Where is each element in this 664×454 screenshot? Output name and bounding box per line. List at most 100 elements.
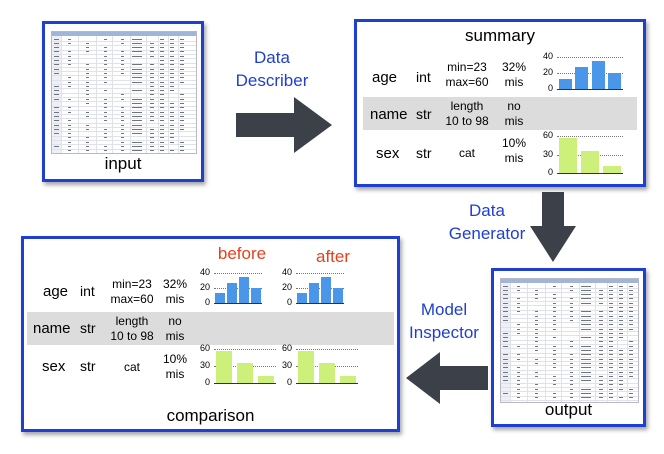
y-tick-label: 0 — [286, 297, 292, 307]
bar-2 — [236, 363, 254, 383]
bar-2 — [581, 151, 599, 173]
age-field-missing: 32% mis — [158, 277, 192, 307]
bar-1 — [215, 293, 225, 303]
output-box: output — [491, 268, 646, 427]
y-tick-label: 20 — [199, 282, 210, 292]
y-tick-label: 40 — [199, 267, 210, 277]
age-field-stats: min=23 max=60 — [439, 60, 495, 90]
name-length-label: length — [115, 314, 149, 328]
inspector-line-1: Model — [420, 300, 468, 319]
grid-line — [296, 349, 358, 350]
age-field-name: age — [43, 283, 69, 300]
describer-line-1: Data — [254, 48, 290, 67]
name-field-missing: no mis — [158, 314, 192, 344]
grid-line — [214, 288, 262, 289]
grid-line — [296, 273, 344, 274]
bar-1 — [297, 293, 307, 303]
model-inspector-label: Model Inspector — [392, 298, 496, 344]
sex-field-stats: cat — [123, 360, 140, 374]
bar-4 — [608, 73, 622, 89]
sex-missing-label: mis — [165, 367, 185, 381]
y-tick-label: 60 — [281, 343, 292, 353]
sex-field-missing: 10% mis — [497, 136, 531, 166]
age-missing-pct: 32% — [162, 277, 188, 291]
bar-3 — [591, 61, 605, 89]
y-tick-label: 30 — [542, 148, 553, 159]
output-label: output — [544, 400, 593, 419]
generator-line-2: Generator — [448, 224, 526, 243]
bar-3 — [321, 276, 331, 303]
name-row-band — [363, 97, 637, 130]
age-field-stats: min=23 max=60 — [104, 277, 160, 307]
grid-line — [296, 288, 344, 289]
summary-title: summary — [465, 26, 535, 45]
sex-field-name: sex — [376, 145, 400, 162]
grid-line — [214, 273, 262, 274]
y-tick-label: 0 — [547, 83, 553, 93]
name-length-range: 10 to 98 — [445, 114, 489, 128]
age-min: min=23 — [447, 60, 487, 74]
comparison-box: before after age int min=23 max=60 32% m… — [21, 236, 400, 432]
bar-4 — [333, 288, 343, 303]
comparison-label: comparison — [166, 406, 255, 425]
before-age-chart: 40 20 0 — [194, 267, 266, 307]
summary-box: summary age int min=23 max=60 32% mis na… — [354, 19, 646, 187]
bar-1 — [559, 138, 577, 173]
bar-3 — [257, 376, 274, 383]
y-tick-label: 0 — [547, 167, 553, 177]
name-field-stats: length 10 to 98 — [435, 99, 499, 129]
data-describer-label: Data Describer — [218, 46, 326, 92]
name-field-type: str — [416, 106, 432, 122]
name-missing-label: mis — [165, 329, 185, 343]
age-field-missing: 32% mis — [497, 60, 531, 90]
x-axis-line — [557, 173, 623, 174]
grid-line — [214, 349, 276, 350]
sex-missing-pct: 10% — [501, 136, 527, 150]
bar-3 — [339, 376, 356, 383]
age-min: min=23 — [112, 277, 152, 291]
sex-field-type: str — [416, 145, 432, 161]
sex-field-type: str — [80, 358, 96, 374]
bar-2 — [309, 282, 319, 303]
y-tick-label: 0 — [204, 377, 210, 387]
after-age-chart: 40 20 0 — [276, 267, 348, 307]
y-tick-label: 40 — [281, 267, 292, 277]
data-generator-label: Data Generator — [432, 199, 542, 245]
y-tick-label: 60 — [542, 130, 553, 140]
x-axis-line — [296, 303, 344, 304]
y-tick-label: 0 — [204, 297, 210, 307]
bar-2 — [318, 363, 336, 383]
y-tick-label: 40 — [542, 51, 553, 61]
after-sex-chart: 60 30 0 — [276, 343, 362, 387]
summary-sex-chart: 60 30 0 — [537, 130, 627, 177]
name-field-type: str — [80, 320, 96, 336]
sex-missing-pct: 10% — [162, 352, 188, 366]
x-axis-line — [557, 89, 623, 90]
name-length-range: 10 to 98 — [110, 329, 154, 343]
x-axis-line — [214, 383, 276, 384]
y-tick-label: 20 — [281, 282, 292, 292]
bar-4 — [251, 288, 261, 303]
sex-field-stats: cat — [458, 146, 475, 160]
bar-1 — [216, 351, 233, 383]
age-max: max=60 — [110, 292, 154, 306]
sex-missing-label: mis — [504, 151, 524, 165]
before-label: before — [217, 244, 267, 263]
sex-field-name: sex — [42, 358, 66, 375]
bar-1 — [558, 78, 572, 89]
name-length-label: length — [450, 99, 484, 113]
output-spreadsheet-thumbnail — [500, 278, 639, 403]
name-row-band — [27, 312, 394, 345]
before-sex-chart: 60 30 0 — [194, 343, 280, 387]
down-arrow-icon — [530, 192, 576, 262]
y-tick-label: 60 — [199, 343, 210, 353]
sex-field-missing: 10% mis — [158, 352, 192, 382]
summary-age-chart: 40 20 0 — [537, 51, 627, 93]
age-missing-label: mis — [504, 75, 524, 89]
grid-line — [557, 73, 623, 74]
grid-line — [557, 136, 623, 137]
name-missing-pct: no — [507, 99, 521, 113]
after-label: after — [315, 247, 351, 266]
x-axis-line — [296, 383, 358, 384]
y-tick-label: 20 — [542, 67, 553, 77]
